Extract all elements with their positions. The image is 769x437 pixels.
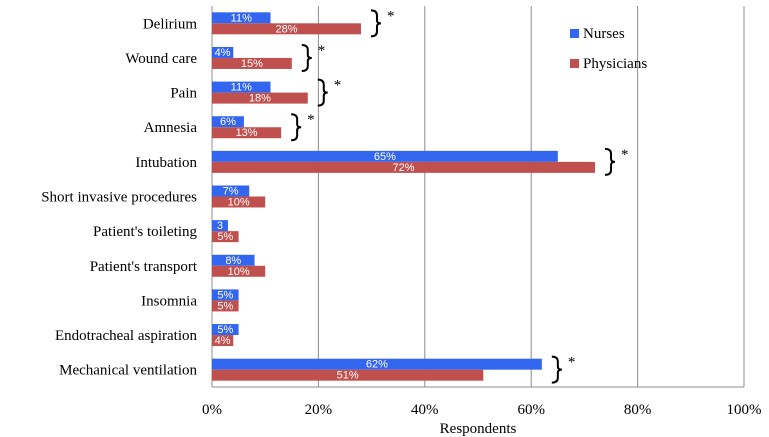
significance-bracket xyxy=(291,113,302,142)
significance-bracket xyxy=(604,147,616,176)
category-label: Insomnia xyxy=(141,293,197,309)
data-label: 8% xyxy=(225,255,241,267)
x-tick-label: 20% xyxy=(305,402,333,418)
data-label: 5% xyxy=(217,300,233,312)
x-tick-label: 0% xyxy=(202,402,222,418)
significance-bracket xyxy=(301,43,312,72)
data-label: 7% xyxy=(223,186,239,198)
x-tick-label: 40% xyxy=(411,402,439,418)
data-label: 10% xyxy=(228,197,250,209)
bar-nurses xyxy=(212,12,271,24)
data-label: 28% xyxy=(275,23,297,35)
data-label: 3 xyxy=(217,220,223,232)
x-tick-label: 80% xyxy=(624,402,652,418)
category-label: Intubation xyxy=(135,155,197,171)
legend-swatch-physicians xyxy=(570,59,579,68)
legend-label-nurses: Nurses xyxy=(583,26,625,42)
data-label: 10% xyxy=(228,266,250,278)
data-label: 5% xyxy=(217,289,233,301)
legend-swatch-nurses xyxy=(570,29,579,38)
data-label: 11% xyxy=(231,82,252,94)
data-label: 5% xyxy=(217,324,233,336)
category-label: Delirium xyxy=(143,16,197,32)
bar-nurses xyxy=(212,289,239,301)
data-label: 5% xyxy=(217,231,233,243)
bar-physicians xyxy=(212,369,484,381)
data-label: 4% xyxy=(215,47,231,59)
x-tick-label: 100% xyxy=(727,402,762,418)
bar-physicians xyxy=(212,57,292,69)
bar-nurses xyxy=(212,254,255,266)
data-label: 65% xyxy=(374,151,396,163)
bar-physicians xyxy=(212,231,239,243)
significance-bracket xyxy=(317,78,328,107)
category-label: Patient's toileting xyxy=(93,224,197,240)
category-label: Short invasive procedures xyxy=(41,190,197,206)
category-label: Patient's transport xyxy=(90,259,198,275)
significance-star: * xyxy=(621,147,629,163)
bar-physicians xyxy=(212,92,308,104)
data-label: 6% xyxy=(220,116,236,128)
category-label: Mechanical ventilation xyxy=(59,363,197,379)
bar-physicians xyxy=(212,196,266,208)
bar-physicians xyxy=(212,161,596,173)
bar-physicians xyxy=(212,335,234,347)
legend-label-physicians: Physicians xyxy=(583,56,647,72)
significance-star: * xyxy=(387,8,395,24)
data-label: 72% xyxy=(393,162,415,174)
bar-physicians xyxy=(212,127,282,139)
x-tick-label: 60% xyxy=(517,402,545,418)
significance-star: * xyxy=(307,112,315,128)
bar-nurses xyxy=(212,324,239,336)
bar-physicians xyxy=(212,300,239,312)
significance-star: * xyxy=(334,78,342,94)
data-label: 11% xyxy=(231,12,252,24)
data-label: 18% xyxy=(249,93,271,105)
bar-nurses xyxy=(212,220,228,232)
significance-star: * xyxy=(568,355,576,371)
bar-physicians xyxy=(212,23,361,35)
data-label: 4% xyxy=(215,335,231,347)
category-label: Pain xyxy=(170,86,197,102)
x-axis-title: Respondents xyxy=(440,421,517,437)
data-label: 51% xyxy=(337,370,359,382)
data-label: 13% xyxy=(236,127,258,139)
bar-nurses xyxy=(212,81,271,93)
significance-bracket xyxy=(370,9,382,38)
bar-nurses xyxy=(212,358,542,370)
bar-nurses xyxy=(212,150,558,162)
category-label: Amnesia xyxy=(144,120,198,136)
category-label: Wound care xyxy=(125,51,197,67)
data-label: 62% xyxy=(366,359,388,371)
bar-nurses xyxy=(212,116,244,128)
significance-bracket xyxy=(551,355,562,384)
category-label: Endotracheal aspiration xyxy=(55,328,198,344)
bar-nurses xyxy=(212,185,250,197)
bar-nurses xyxy=(212,46,234,58)
significance-star: * xyxy=(318,43,326,59)
data-label: 15% xyxy=(241,58,263,70)
bar-physicians xyxy=(212,265,266,277)
